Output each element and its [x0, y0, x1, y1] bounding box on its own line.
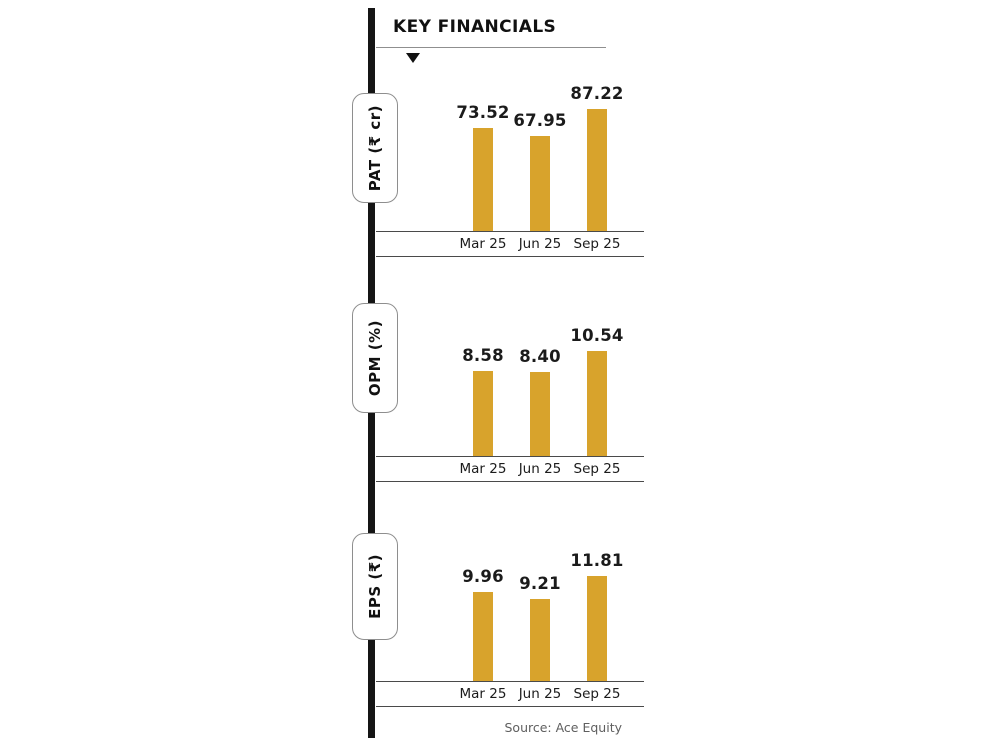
pat-x-axis: Mar 25 Jun 25 Sep 25: [376, 232, 644, 257]
x-tick-label: Mar 25: [459, 686, 507, 702]
x-tick-label: Sep 25: [573, 461, 621, 477]
opm-bars-zone: 8.58 8.40 10.54: [376, 307, 644, 457]
chart-section-opm: 8.58 8.40 10.54 Mar 25 Jun 25 Sep 25: [376, 307, 644, 482]
axis-label-eps: EPS (₹): [366, 554, 384, 619]
bar-value-label: 67.95: [513, 111, 567, 130]
x-tick-label: Mar 25: [459, 461, 507, 477]
page-title: KEY FINANCIALS: [393, 17, 557, 37]
eps-x-axis: Mar 25 Jun 25 Sep 25: [376, 682, 644, 707]
bar: [530, 136, 550, 231]
bar: [473, 592, 493, 681]
chart-section-eps: 9.96 9.21 11.81 Mar 25 Jun 25 Sep 25: [376, 532, 644, 707]
bar-value-label: 11.81: [570, 551, 624, 570]
opm-x-axis: Mar 25 Jun 25 Sep 25: [376, 457, 644, 482]
pat-bars-zone: 73.52 67.95 87.22: [376, 82, 644, 232]
bar-value-label: 87.22: [570, 84, 624, 103]
down-arrow-icon: [406, 53, 420, 63]
axis-label-box-eps: EPS (₹): [352, 533, 398, 640]
axis-label-box-pat: PAT (₹ cr): [352, 93, 398, 203]
axis-label-opm: OPM (%): [366, 319, 384, 397]
axis-label-pat: PAT (₹ cr): [366, 104, 384, 192]
x-tick-label: Sep 25: [573, 686, 621, 702]
source-credit: Source: Ace Equity: [504, 720, 622, 735]
eps-bars-zone: 9.96 9.21 11.81: [376, 532, 644, 682]
title-underline: [376, 47, 606, 48]
x-tick-label: Sep 25: [573, 236, 621, 252]
x-tick-label: Mar 25: [459, 236, 507, 252]
bar: [587, 351, 607, 456]
x-tick-label: Jun 25: [518, 461, 562, 477]
chart-section-pat: 73.52 67.95 87.22 Mar 25 Jun 25 Sep 25: [376, 82, 644, 257]
bar: [473, 128, 493, 231]
bar-value-label: 9.21: [519, 574, 561, 593]
bar-value-label: 8.58: [462, 346, 504, 365]
bar-value-label: 8.40: [519, 347, 561, 366]
bar-value-label: 10.54: [570, 326, 624, 345]
x-tick-label: Jun 25: [518, 686, 562, 702]
bar: [530, 372, 550, 456]
x-tick-label: Jun 25: [518, 236, 562, 252]
bar: [587, 576, 607, 681]
bar-value-label: 9.96: [462, 567, 504, 586]
bar: [473, 371, 493, 456]
bar: [587, 109, 607, 231]
axis-label-box-opm: OPM (%): [352, 303, 398, 413]
bar-value-label: 73.52: [456, 103, 510, 122]
bar: [530, 599, 550, 681]
